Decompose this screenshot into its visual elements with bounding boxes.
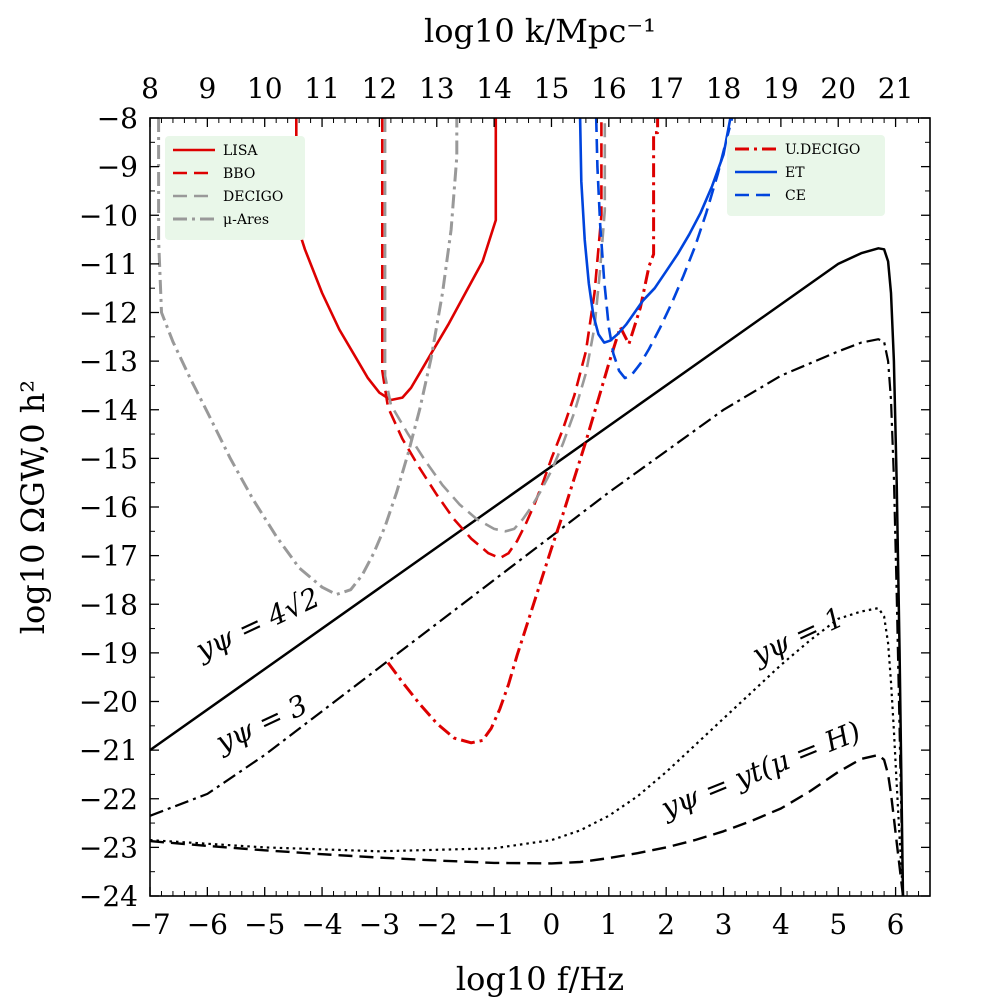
y-tick-label: −8 xyxy=(97,102,138,135)
y-tick-label: −14 xyxy=(79,394,138,427)
series-group xyxy=(150,118,905,896)
series-line-bbo xyxy=(381,118,603,560)
x2-tick-label: 12 xyxy=(362,72,398,105)
legend-label: LISA xyxy=(223,143,258,159)
y-tick-label: −12 xyxy=(79,297,138,330)
x-axis-title: log10 f/Hz xyxy=(456,960,624,998)
x-tick-label: 6 xyxy=(887,908,905,941)
x-tick-label: −3 xyxy=(359,908,400,941)
series-line-y-psi-y-t-mu-h- xyxy=(150,753,905,896)
x2-tick-label: 17 xyxy=(648,72,684,105)
x2-axis-title: log10 k/Mpc⁻¹ xyxy=(424,12,656,50)
x2-tick-label: 11 xyxy=(304,72,340,105)
legend-detectors-right: U.DECIGO ET CE xyxy=(727,135,885,216)
x-tick-label: 3 xyxy=(715,908,733,941)
y-tick-label: −13 xyxy=(79,345,138,378)
legend-label: CE xyxy=(785,188,806,204)
x2-tick-label: 21 xyxy=(878,72,914,105)
legend-label: BBO xyxy=(223,166,255,182)
y-tick-label: −24 xyxy=(79,880,138,913)
x-tick-label: 4 xyxy=(772,908,790,941)
x2-tick-label: 16 xyxy=(591,72,627,105)
y-tick-label: −21 xyxy=(79,734,138,767)
y-tick-label: −15 xyxy=(79,442,138,475)
y-tick-label: −17 xyxy=(79,540,138,573)
x-tick-label: −4 xyxy=(301,908,342,941)
y-tick-label: −18 xyxy=(79,588,138,621)
y-tick-label: −22 xyxy=(79,783,138,816)
y-tick-label: −23 xyxy=(79,831,138,864)
y-tick-label: −10 xyxy=(79,199,138,232)
series-line-ce xyxy=(594,118,734,380)
x-tick-label: 0 xyxy=(543,908,561,941)
x2-tick-label: 14 xyxy=(476,72,512,105)
x2-tick-label: 13 xyxy=(419,72,455,105)
x2-tick-label: 19 xyxy=(763,72,799,105)
series-line-decigo xyxy=(383,118,607,533)
series-line-y-psi-4sqrt2 xyxy=(150,247,905,896)
x-tick-label: −2 xyxy=(416,908,457,941)
legend-label: DECIGO xyxy=(223,189,283,205)
curve-annotation: yψ = yt(μ = H) xyxy=(655,715,866,826)
x2-tick-label: 8 xyxy=(141,72,159,105)
series-line--ares xyxy=(157,118,459,596)
x-tick-label: −1 xyxy=(473,908,514,941)
y-tick-label: −11 xyxy=(79,248,138,281)
x2-tick-label: 20 xyxy=(820,72,856,105)
x-tick-label: 2 xyxy=(657,908,675,941)
y-axis-title: log10 ΩGW,0 h² xyxy=(14,380,52,634)
y-tick-label: −20 xyxy=(79,686,138,719)
x-tick-label: −6 xyxy=(187,908,228,941)
x2-tick-label: 18 xyxy=(706,72,742,105)
x2-tick-label: 9 xyxy=(198,72,216,105)
x2-tick-label: 10 xyxy=(247,72,283,105)
curve-annotation: yψ = 4√2 xyxy=(189,581,325,668)
x-tick-label: −7 xyxy=(129,908,170,941)
legend-label: U.DECIGO xyxy=(785,142,860,158)
y-tick-label: −16 xyxy=(79,491,138,524)
y-tick-label: −9 xyxy=(97,151,138,184)
curve-annotation: yψ = 1 xyxy=(745,601,849,673)
y-tick-label: −19 xyxy=(79,637,138,670)
series-line-lisa xyxy=(295,118,498,402)
x-tick-label: 5 xyxy=(829,908,847,941)
legend-detectors-left-background xyxy=(165,136,305,240)
x2-tick-label: 15 xyxy=(534,72,570,105)
legend-label: ET xyxy=(785,165,805,181)
series-line-et xyxy=(578,118,732,344)
series-line-y-psi-3 xyxy=(150,338,905,896)
x-tick-label: −5 xyxy=(244,908,285,941)
x-tick-label: 1 xyxy=(600,908,618,941)
legend-label: μ-Ares xyxy=(223,212,269,228)
legend-detectors-left: LISA BBO DECIGO μ-Ares xyxy=(165,136,305,240)
series-line-u-decigo xyxy=(386,118,660,745)
